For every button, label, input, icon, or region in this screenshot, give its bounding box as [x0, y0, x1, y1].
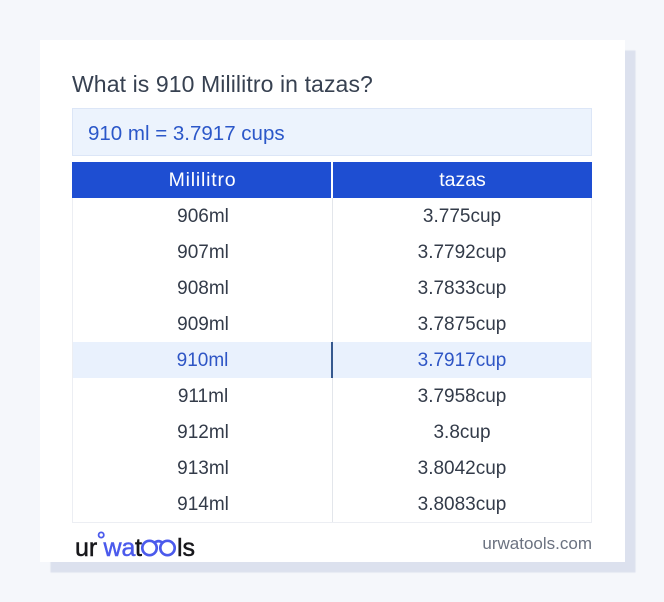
svg-text:ls: ls: [177, 534, 195, 561]
svg-text:ur: ur: [75, 534, 97, 561]
svg-text:wa: wa: [103, 534, 136, 561]
svg-text:t: t: [135, 534, 142, 561]
